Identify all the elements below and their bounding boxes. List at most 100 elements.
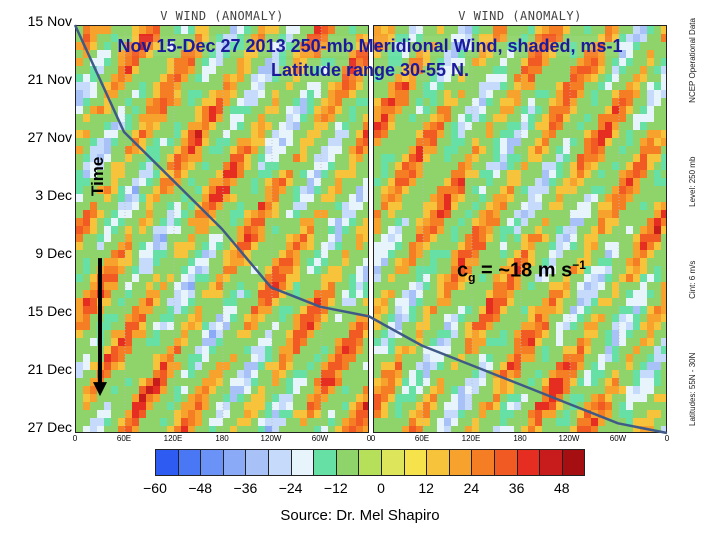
heatmap-cell [153,386,160,394]
heatmap-cell [342,146,349,154]
heatmap-cell [251,98,258,106]
heatmap-cell [381,410,388,418]
heatmap-cell [521,26,528,34]
heatmap-cell [633,378,640,386]
heatmap-cell [153,298,160,306]
heatmap-left [76,26,368,432]
heatmap-cell [640,394,647,402]
heatmap-cell [188,322,195,330]
heatmap-cell [118,394,125,402]
heatmap-cell [363,130,368,138]
heatmap-cell [612,98,619,106]
heatmap-cell [118,122,125,130]
heatmap-cell [563,82,570,90]
heatmap-cell [146,426,153,432]
heatmap-cell [654,146,661,154]
heatmap-cell [409,162,416,170]
heatmap-cell [577,178,584,186]
heatmap-cell [118,138,125,146]
heatmap-cell [209,194,216,202]
heatmap-cell [118,202,125,210]
heatmap-cell [349,170,356,178]
heatmap-cell [507,418,514,426]
x-tick-label: 120E [163,434,183,443]
heatmap-cell [258,234,265,242]
heatmap-cell [507,362,514,370]
heatmap-cell [174,362,181,370]
heatmap-cell [356,410,363,418]
heatmap-cell [146,114,153,122]
heatmap-cell [195,266,202,274]
heatmap-cell [409,362,416,370]
heatmap-cell [90,298,97,306]
heatmap-cell [556,394,563,402]
heatmap-cell [216,194,223,202]
heatmap-cell [125,194,132,202]
heatmap-cell [444,346,451,354]
heatmap-cell [633,178,640,186]
heatmap-cell [556,202,563,210]
heatmap-cell [244,346,251,354]
heatmap-cell [342,82,349,90]
heatmap-cell [381,322,388,330]
heatmap-cell [542,114,549,122]
heatmap-cell [409,298,416,306]
heatmap-cell [535,234,542,242]
heatmap-cell [633,314,640,322]
heatmap-cell [195,210,202,218]
heatmap-cell [286,234,293,242]
heatmap-cell [132,378,139,386]
heatmap-cell [661,266,666,274]
heatmap-cell [90,218,97,226]
heatmap-cell [374,274,381,282]
colorbar-swatch [358,449,382,476]
heatmap-cell [451,170,458,178]
heatmap-cell [514,202,521,210]
heatmap-cell [349,106,356,114]
heatmap-cell [139,354,146,362]
heatmap-cell [542,250,549,258]
heatmap-cell [633,26,640,34]
heatmap-cell [577,298,584,306]
heatmap-cell [465,170,472,178]
heatmap-cell [244,90,251,98]
heatmap-cell [402,218,409,226]
heatmap-cell [542,322,549,330]
heatmap-cell [612,202,619,210]
heatmap-cell [342,298,349,306]
heatmap-cell [381,394,388,402]
heatmap-cell [521,306,528,314]
heatmap-cell [507,218,514,226]
heatmap-cell [430,114,437,122]
heatmap-cell [661,226,666,234]
heatmap-cell [356,330,363,338]
heatmap-cell [209,146,216,154]
heatmap-cell [195,322,202,330]
heatmap-cell [167,186,174,194]
heatmap-cell [465,330,472,338]
heatmap-cell [395,218,402,226]
heatmap-cell [139,330,146,338]
heatmap-cell [619,298,626,306]
heatmap-cell [188,394,195,402]
heatmap-cell [479,170,486,178]
heatmap-cell [363,186,368,194]
heatmap-cell [661,130,666,138]
heatmap-cell [577,378,584,386]
heatmap-cell [279,138,286,146]
heatmap-cell [265,282,272,290]
heatmap-cell [395,410,402,418]
heatmap-cell [570,370,577,378]
heatmap-cell [132,146,139,154]
source-credit: Source: Dr. Mel Shapiro [280,507,440,524]
heatmap-cell [76,114,83,122]
heatmap-cell [374,170,381,178]
heatmap-cell [307,138,314,146]
heatmap-cell [500,114,507,122]
heatmap-cell [563,106,570,114]
heatmap-cell [479,178,486,186]
heatmap-cell [549,378,556,386]
heatmap-cell [307,298,314,306]
heatmap-cell [195,154,202,162]
heatmap-cell [458,106,465,114]
